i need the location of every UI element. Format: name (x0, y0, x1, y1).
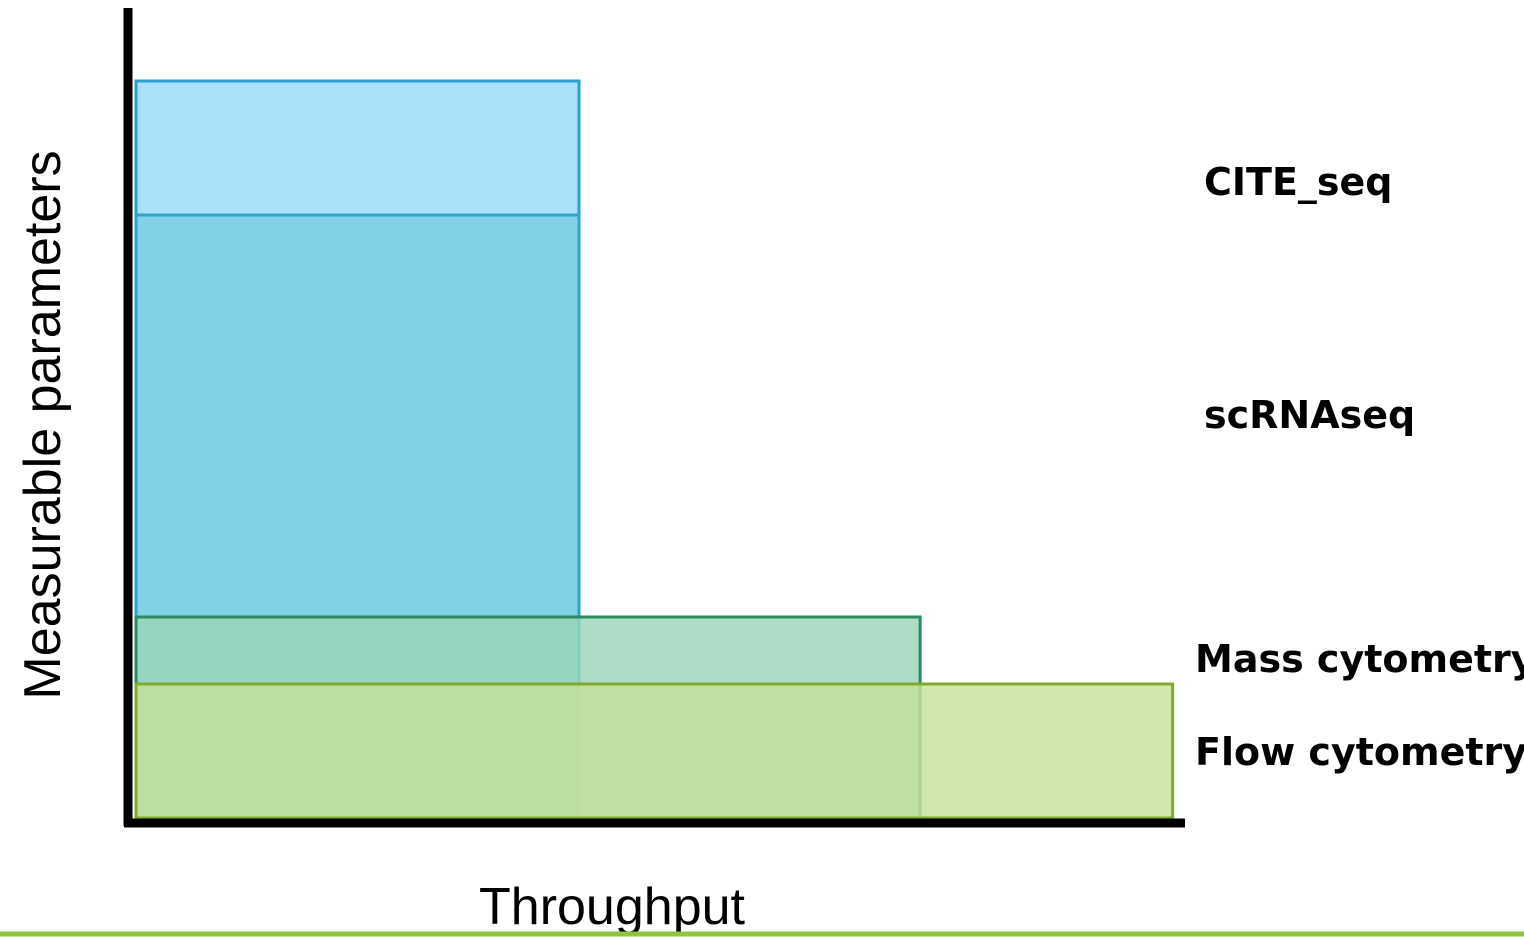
label-mass-cytometry: Mass cytometry (1195, 637, 1524, 681)
label-flow-cytometry: Flow cytometry (1195, 730, 1524, 774)
label-cite-seq: CITE_seq (1204, 160, 1393, 204)
technology-labels: CITE_seq scRNAseq Mass cytometry Flow cytom… (1195, 160, 1524, 774)
y-axis-title: Measurable parameters (14, 150, 72, 699)
technology-boxes (134, 79, 1175, 820)
label-scrnaseq: scRNAseq (1204, 393, 1415, 437)
x-axis-title: Throughput (479, 878, 746, 936)
box-flow-cytometry (134, 682, 1175, 820)
